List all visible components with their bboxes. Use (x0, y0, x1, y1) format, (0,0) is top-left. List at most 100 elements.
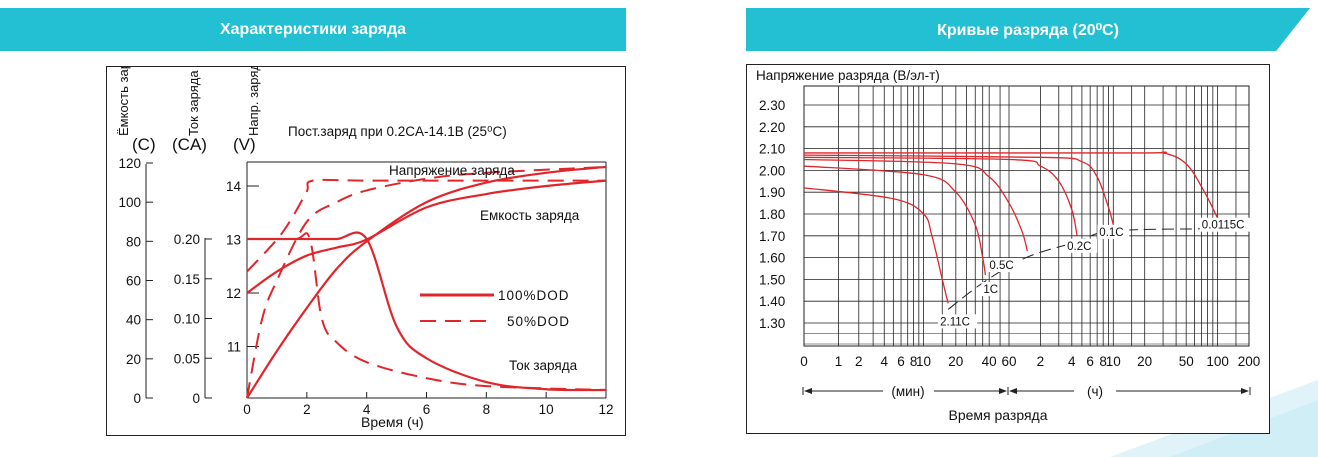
capacity-tick-label: 0 (133, 391, 141, 406)
hours-tick-label: 100 (1206, 354, 1229, 369)
hours-tick-label: 10 (1106, 354, 1121, 369)
hours-tick-label: 6 (1086, 354, 1094, 369)
time-axis-label: Время (ч) (361, 414, 424, 430)
charge-characteristics-banner: Характеристики заряда (0, 8, 626, 51)
capacity-tick-label: 80 (126, 234, 141, 249)
current-tick-label: 0.10 (174, 312, 200, 327)
hours-range-indicator (1009, 387, 1251, 395)
charge-curve-capacity-50dod (246, 165, 607, 399)
voltage-curve-label: Напряжение заряда (389, 163, 515, 178)
hours-tick-label: 50 (1179, 354, 1194, 369)
hours-tick-label: 4 (1068, 354, 1076, 369)
banner-title-left: Характеристики заряда (219, 20, 407, 38)
rate-label: 2.11C (940, 316, 970, 328)
capacity-tick-label: 60 (126, 274, 141, 289)
time-tick-label: 4 (363, 402, 371, 417)
legend-100-dod: 100%DOD (498, 288, 570, 303)
capacity-unit: (C) (132, 135, 156, 154)
capacity-axis-title: Ёмкость заряда (116, 66, 131, 136)
rate-label: 0.5C (989, 260, 1013, 272)
rate-label-bg (981, 282, 1000, 297)
minutes-range-indicator (802, 387, 1009, 395)
voltage-tick-label: 14 (226, 179, 242, 194)
current-tick-label: 0.20 (174, 232, 200, 247)
current-tick-label: 0 (192, 391, 200, 406)
voltage-tick-label: 1.90 (759, 185, 785, 200)
minutes-tick-label: 1 (835, 354, 843, 369)
discharge-curve-0_5C (803, 158, 1028, 252)
capacity-tick-label: 20 (126, 352, 141, 367)
rate-label-bg (1097, 224, 1130, 239)
current-tick-label: 0.15 (174, 272, 200, 287)
discharge-x-axis-title: Время разряда (948, 407, 1047, 423)
minutes-tick-label: 10 (916, 354, 931, 369)
capacity-tick-label: 40 (126, 313, 141, 328)
current-axis-title: Ток заряда (186, 70, 201, 136)
discharge-y-axis-title: Напряжение разряда (В/эл-т) (756, 68, 940, 83)
voltage-tick-label: 1.70 (759, 229, 785, 244)
minutes-tick-label: 4 (881, 354, 889, 369)
capacity-tick-label: 120 (118, 156, 141, 171)
rate-label: 0.1C (1099, 227, 1123, 239)
minutes-tick-label: 20 (948, 354, 963, 369)
discharge-curves-banner: Кривые разряда (20⁰C) (746, 8, 1310, 51)
charge-curve-capacity-100dod (246, 165, 607, 399)
voltage-tick-label: 2.00 (759, 163, 785, 178)
rate-label-bg (1065, 238, 1098, 253)
voltage-tick-label: 11 (227, 340, 241, 355)
banner-title-right: Кривые разряда (20⁰C) (937, 21, 1119, 39)
voltage-tick-label: 2.30 (759, 98, 785, 113)
legend-50-dod: 50%DOD (507, 314, 570, 329)
minutes-range-label: (мин) (891, 384, 924, 399)
voltage-tick-label: 1.30 (759, 316, 785, 331)
discharge-curve-0_1C (803, 154, 1114, 226)
discharge-curve-0_2C (803, 156, 1078, 236)
minutes-tick-label: 0 (800, 354, 808, 369)
voltage-axis-title: Напр. заряда (246, 66, 261, 136)
hours-range-label: (ч) (1087, 384, 1103, 399)
voltage-tick-label: 12 (226, 286, 241, 301)
discharge-curve-2_11C (803, 187, 949, 304)
voltage-tick-label: 1.80 (759, 207, 785, 222)
hours-tick-label: 20 (1137, 354, 1152, 369)
rate-label: 0.0115C (1202, 220, 1245, 232)
charge-curve-voltage-50dod (246, 178, 606, 273)
voltage-tick-label: 13 (226, 233, 241, 248)
discharge-chart-frame (746, 64, 1270, 434)
time-tick-label: 6 (423, 402, 431, 417)
voltage-tick-label: 1.60 (759, 251, 785, 266)
discharge-chart: Напряжение разряда (В/эл-т) 2.30 2.20 2.10… (746, 64, 1270, 434)
charge-chart-frame (106, 66, 626, 436)
current-tick-label: 0.05 (174, 351, 200, 366)
rate-label-bg (1199, 217, 1253, 232)
time-tick-label: 10 (539, 402, 554, 417)
current-curve-label: Ток заряда (509, 358, 578, 373)
minutes-tick-label: 8 (910, 354, 918, 369)
voltage-unit: (V) (233, 135, 256, 154)
time-tick-label: 0 (243, 402, 251, 417)
minutes-tick-label: 60 (1001, 354, 1016, 369)
time-tick-label: 2 (303, 402, 311, 417)
discharge-curve-1C (803, 165, 987, 276)
minutes-tick-label: 40 (982, 354, 997, 369)
voltage-tick-label: 1.40 (759, 294, 785, 309)
hours-tick-label: 200 (1238, 354, 1261, 369)
charge-curve-current-50dod (247, 232, 607, 392)
hours-tick-label: 8 (1099, 354, 1107, 369)
charge-chart: Ёмкость заряда Ток заряда Напр. заряда (… (106, 66, 626, 436)
time-tick-label: 12 (598, 402, 613, 417)
discharge-plot-area (803, 85, 1250, 347)
minutes-tick-label: 6 (897, 354, 905, 369)
time-tick-label: 8 (483, 402, 491, 417)
discharge-curve-0_0115C (804, 151, 1221, 224)
voltage-tick-label: 1.50 (759, 272, 785, 287)
rate-label-bg (938, 314, 978, 329)
charge-chart-subtitle: Пост.заряд при 0.2CA-14.1В (25⁰C) (288, 124, 507, 139)
voltage-tick-label: 2.20 (759, 120, 785, 135)
capacity-curve-label: Емкость заряда (480, 208, 580, 223)
cutoff-voltage-dashed-line (947, 228, 1220, 310)
voltage-tick-label: 2.10 (759, 142, 785, 157)
rate-label: 1C (983, 284, 998, 296)
rate-label-bg (987, 258, 1020, 273)
minutes-tick-label: 2 (855, 354, 863, 369)
